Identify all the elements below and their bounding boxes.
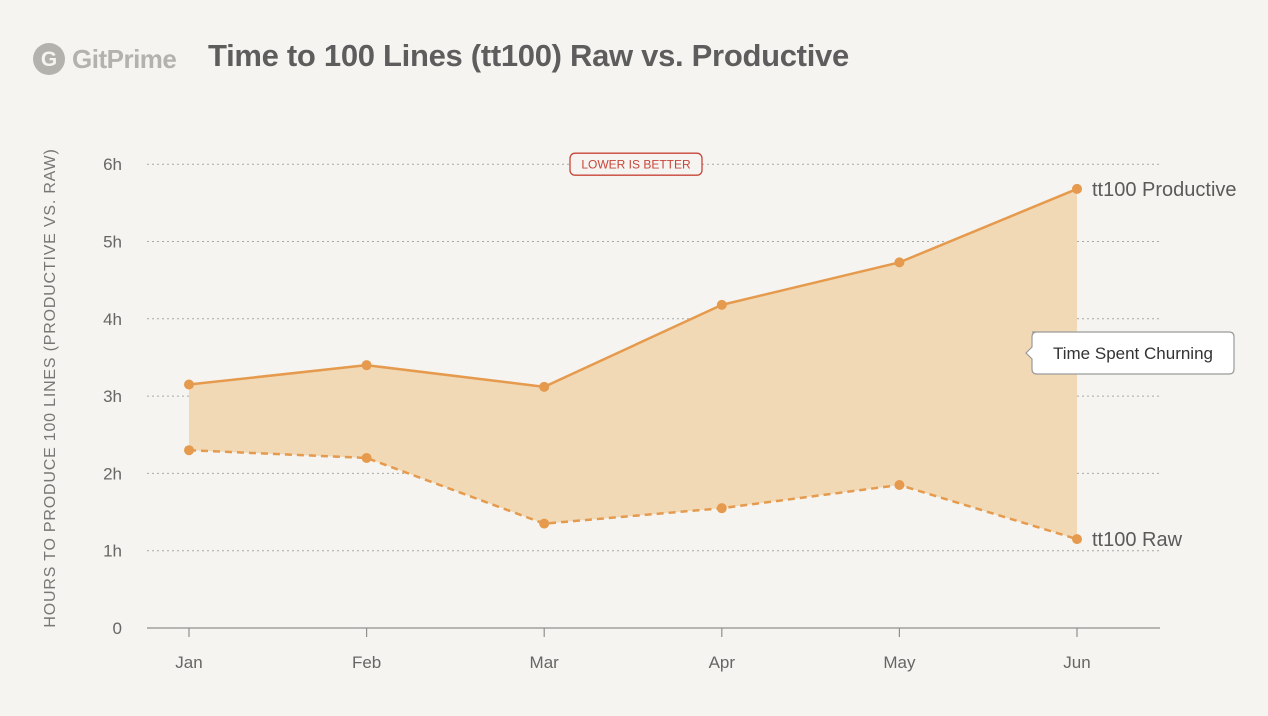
gitprime-logo-icon: G	[33, 43, 65, 75]
badge-border	[569, 152, 703, 176]
point-productive	[184, 379, 194, 390]
point-raw	[539, 518, 550, 529]
churn-area	[189, 188, 1077, 540]
point-productive	[539, 381, 550, 392]
point-raw	[716, 503, 727, 514]
series-line-productive	[188, 187, 1078, 389]
brand-name: GitPrime	[72, 43, 177, 74]
y-tick-label: 5h	[103, 233, 122, 252]
y-tick-label: 2h	[103, 464, 122, 483]
y-tick-label: 0	[113, 619, 122, 638]
point-productive	[716, 299, 727, 310]
logo-letter: G	[41, 48, 57, 71]
y-tick-label: 1h	[103, 542, 122, 561]
y-tick-label: 6h	[103, 155, 122, 174]
x-tick-label: Apr	[709, 653, 736, 672]
badge-text: LOWER IS BETTER	[581, 158, 691, 172]
x-tick-label: Jun	[1063, 653, 1090, 672]
x-tick-label: Mar	[530, 653, 560, 672]
point-productive	[361, 360, 372, 371]
time-spent-churning-callout: Time Spent Churning	[1025, 331, 1235, 375]
series-layer	[184, 183, 1082, 545]
y-tick-label: 4h	[103, 310, 122, 329]
point-raw	[894, 479, 905, 490]
axis-layer	[147, 627, 1160, 637]
series-line-raw	[188, 448, 1078, 541]
x-tick-label: Jan	[175, 653, 202, 672]
brand: G GitPrime	[32, 42, 177, 76]
callout-text: Time Spent Churning	[1053, 344, 1213, 363]
area-layer	[189, 188, 1077, 540]
point-productive	[894, 257, 905, 268]
point-raw	[1072, 534, 1082, 545]
point-raw	[361, 452, 372, 463]
chart-title: Time to 100 Lines (tt100) Raw vs. Produc…	[208, 38, 849, 73]
x-tick-label: May	[883, 653, 916, 672]
series-label-raw: tt100 Raw	[1092, 529, 1183, 551]
lower-is-better-badge: LOWER IS BETTER	[569, 152, 703, 176]
point-raw	[184, 445, 194, 456]
x-tick-label: Feb	[352, 653, 381, 672]
y-axis-title: HOURS TO PRODUCE 100 LINES (PRODUCTIVE V…	[42, 148, 59, 627]
point-productive	[1072, 183, 1082, 194]
series-label-productive: tt100 Productive	[1092, 179, 1237, 201]
callout-box	[1025, 331, 1235, 375]
label-layer: 0 1h 2h 3h 4h 5h 6h Jan Feb Mar Apr May Jun tt100 Pro…	[103, 155, 1236, 672]
y-tick-label: 3h	[103, 387, 122, 406]
